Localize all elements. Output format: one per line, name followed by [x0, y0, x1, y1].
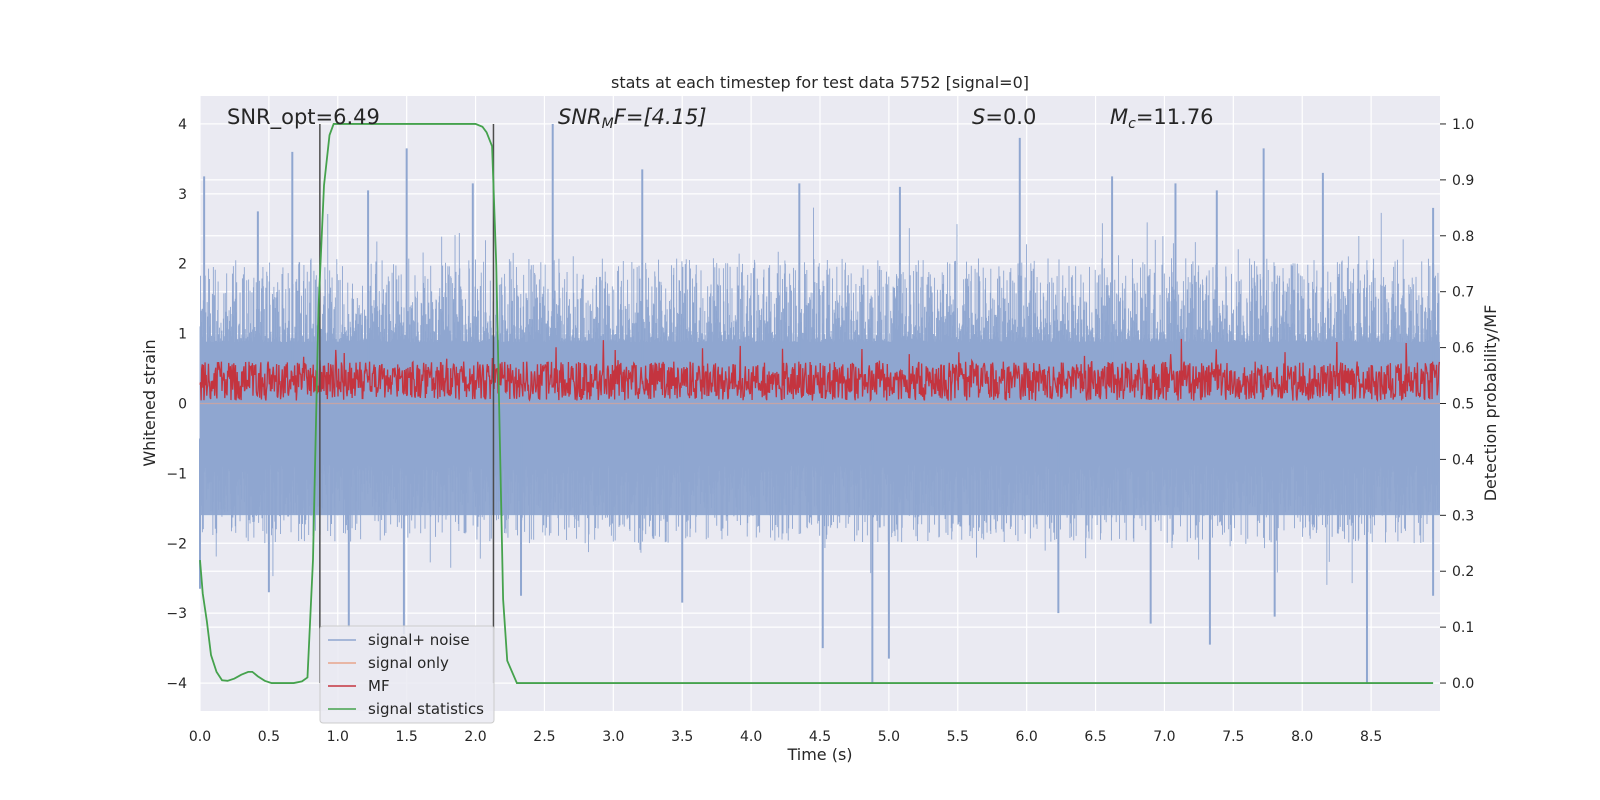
x-ticks: 0.0 0.5 1.0 1.5 2.0 2.5 3.0 3.5 4.0 4.5 5.0 5.5 6.0 6… — [189, 729, 1382, 745]
mc-tail: =11.76 — [1136, 105, 1214, 129]
x-tick-label-14: 7.0 — [1153, 729, 1175, 745]
y-tick-label-right-1: 0.9 — [1452, 173, 1474, 189]
x-tick-label-16: 8.0 — [1291, 729, 1313, 745]
y-tick-label-left-0: 4 — [178, 117, 187, 133]
snr-mf-main: SNR — [558, 105, 602, 129]
chart-title: stats at each timestep for test data 575… — [611, 73, 1029, 92]
y-tick-label-left-5: −1 — [166, 466, 187, 482]
signal-statistics-trace — [199, 123, 1434, 684]
x-tick-label-12: 6.0 — [1016, 729, 1038, 745]
y-tick-label-right-0: 1.0 — [1452, 117, 1474, 133]
legend-label-mf: MF — [368, 677, 390, 695]
y-tick-label-left-4: 0 — [178, 397, 187, 413]
legend-label-signal-only: signal only — [368, 654, 449, 672]
legend-label-noise: signal+ noise — [368, 631, 470, 649]
s-main: S — [972, 105, 985, 129]
x-tick-label-13: 6.5 — [1084, 729, 1106, 745]
x-tick-label-10: 5.0 — [878, 729, 900, 745]
annotation-mc: Mc=11.76 — [1110, 105, 1214, 132]
vertical-markers — [319, 123, 495, 684]
legend-box — [319, 625, 495, 724]
x-tick-label-5: 2.5 — [533, 729, 555, 745]
y-tick-label-right-4: 0.6 — [1452, 341, 1474, 357]
x-tick-label-4: 2.0 — [464, 729, 486, 745]
s-tail: =0.0 — [985, 105, 1036, 129]
y-tick-label-left-3: 1 — [178, 327, 187, 343]
snr-mf-tail: F=[4.15] — [614, 105, 707, 129]
y-tick-label-left-7: −3 — [166, 606, 187, 622]
y-axis-label-left: Whitened strain — [140, 339, 159, 466]
y-axis-label-right: Detection probability/MF — [1481, 305, 1500, 502]
annotation-snr-opt: SNR_opt=6.49 — [227, 105, 380, 130]
annotation-s: S=0.0 — [972, 105, 1036, 129]
x-tick-label-2: 1.0 — [327, 729, 349, 745]
y-tick-label-right-9: 0.1 — [1452, 620, 1474, 636]
x-tick-label-15: 7.5 — [1222, 729, 1244, 745]
x-tick-label-7: 3.5 — [671, 729, 693, 745]
x-tick-label-1: 0.5 — [258, 729, 280, 745]
y-tick-label-right-6: 0.4 — [1452, 452, 1474, 468]
x-tick-label-9: 4.5 — [809, 729, 831, 745]
y-tick-label-left-2: 2 — [178, 257, 187, 273]
mc-main: M — [1110, 105, 1128, 129]
y-tick-label-left-8: −4 — [166, 676, 187, 692]
y-tick-label-right-5: 0.5 — [1452, 397, 1474, 413]
y-tick-label-right-10: 0.0 — [1452, 676, 1474, 692]
x-tick-label-8: 4.0 — [740, 729, 762, 745]
signal-statistics-series — [199, 123, 1434, 684]
x-tick-label-17: 8.5 — [1360, 729, 1382, 745]
mc-sub: c — [1128, 116, 1136, 132]
annotation-snr-mf: SNRMF=[4.15] — [558, 105, 707, 132]
y-tick-label-right-7: 0.3 — [1452, 508, 1474, 524]
y-tick-label-right-3: 0.7 — [1452, 285, 1474, 301]
mf-series — [199, 338, 1441, 403]
x-axis-label: Time (s) — [786, 745, 852, 764]
x-tick-label-11: 5.5 — [947, 729, 969, 745]
x-tick-label-0: 0.0 — [189, 729, 211, 745]
y-tick-label-left-1: 3 — [178, 187, 187, 203]
x-tick-label-3: 1.5 — [396, 729, 418, 745]
y-ticks-left: 4 3 2 1 0 −1 −2 −3 −4 — [166, 117, 187, 692]
y-tick-label-left-6: −2 — [166, 536, 187, 552]
legend-label-signal-statistics: signal statistics — [368, 700, 484, 718]
x-tick-label-6: 3.0 — [602, 729, 624, 745]
snr-mf-sub: M — [602, 116, 614, 132]
y-ticks-right: 1.0 0.9 0.8 0.7 0.6 0.5 0.4 0.3 0.2 0.1 0.0 — [1440, 117, 1474, 692]
y-tick-label-right-8: 0.2 — [1452, 564, 1474, 580]
legend: signal+ noise signal only MF signal stat… — [319, 625, 495, 724]
mf-trace — [199, 338, 1441, 403]
y-tick-label-right-2: 0.8 — [1452, 229, 1474, 245]
